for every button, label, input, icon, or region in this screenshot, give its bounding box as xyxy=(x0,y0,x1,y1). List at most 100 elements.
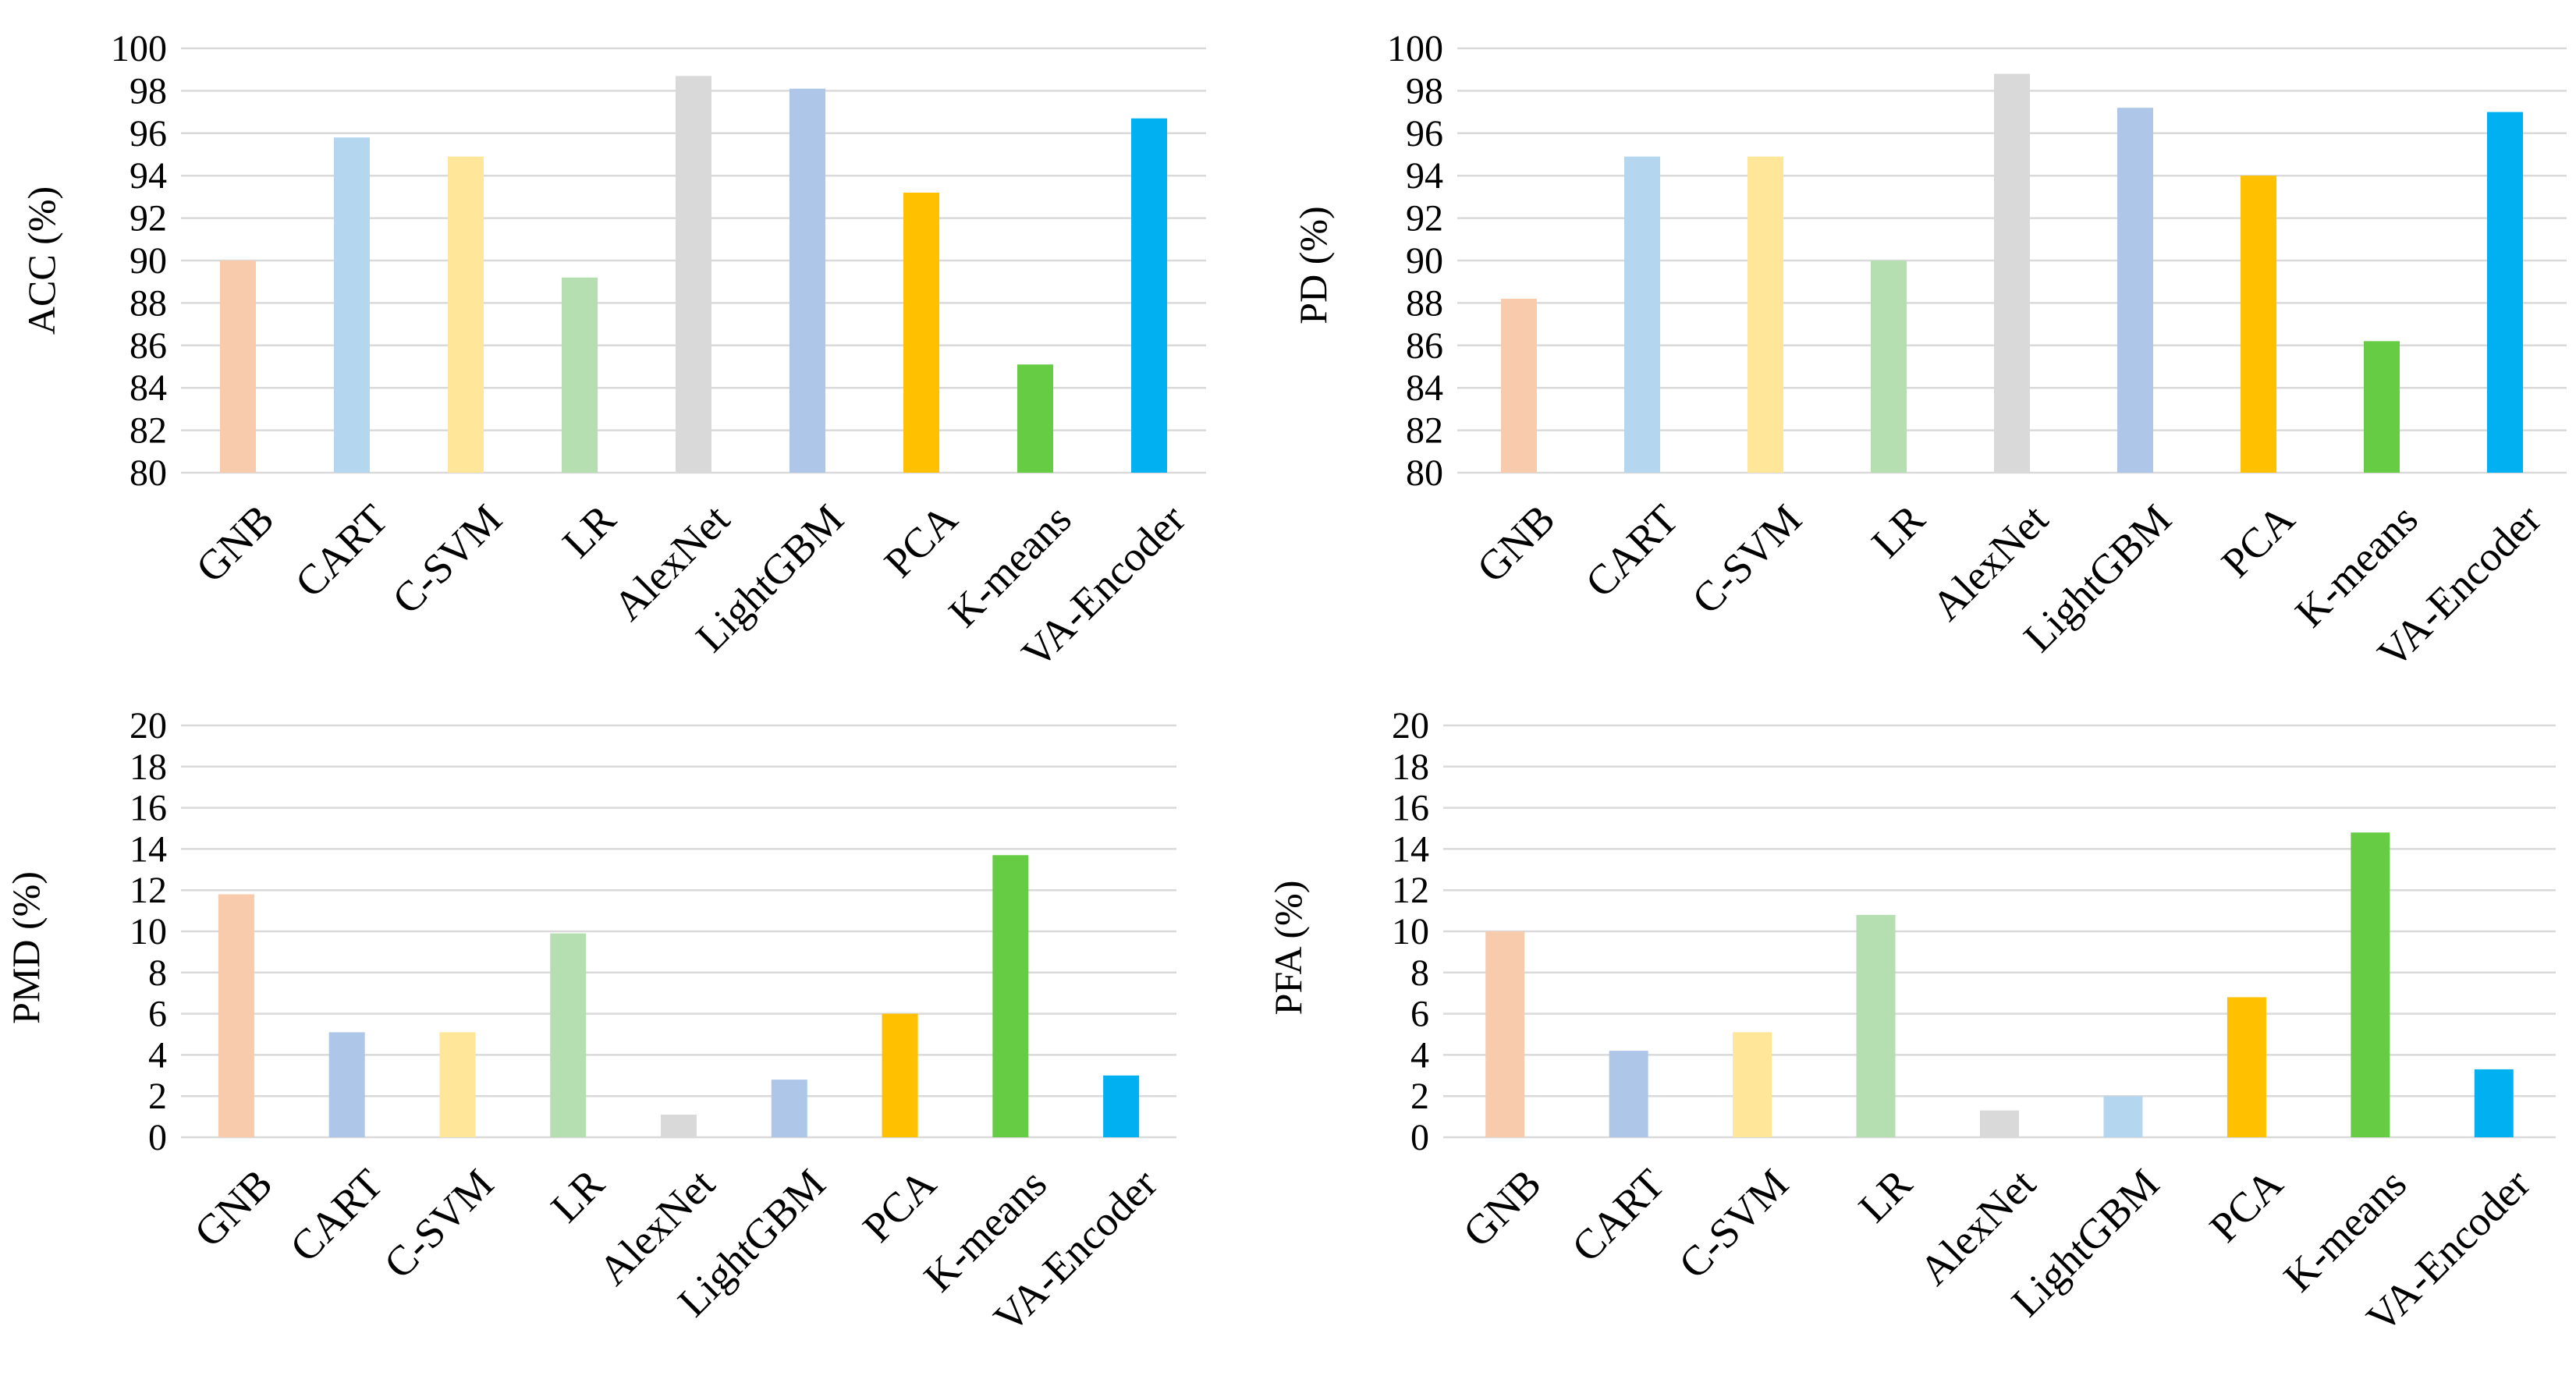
x-category-label: CART xyxy=(1563,1160,1673,1271)
bar-lightgbm xyxy=(2103,1096,2143,1137)
bar-lightgbm xyxy=(2117,108,2153,473)
y-tick-label: 16 xyxy=(1392,788,1429,829)
bar-pca xyxy=(2241,176,2276,473)
x-category-label: C-SVM xyxy=(383,495,510,622)
bar-gnb xyxy=(218,894,254,1137)
bar-c-svm xyxy=(1733,1032,1772,1137)
bar-lr xyxy=(1856,914,1896,1137)
x-category-label: GNB xyxy=(1468,495,1564,591)
bar-pca xyxy=(2227,997,2266,1137)
y-tick-label: 98 xyxy=(130,70,167,112)
y-tick-label: 82 xyxy=(130,410,167,452)
y-tick-label: 14 xyxy=(130,828,167,870)
y-tick-label: 20 xyxy=(130,705,167,746)
y-tick-label: 100 xyxy=(111,28,167,69)
y-tick-label: 12 xyxy=(130,870,167,911)
y-tick-label: 86 xyxy=(1406,325,1443,367)
y-tick-label: 18 xyxy=(130,746,167,788)
bar-lr xyxy=(550,933,587,1137)
bar-cart xyxy=(1624,156,1660,473)
y-tick-label: 94 xyxy=(130,155,167,197)
bar-lightgbm xyxy=(771,1080,807,1137)
y-tick-label: 6 xyxy=(1410,994,1429,1035)
bar-k-means xyxy=(2364,341,2400,473)
y-tick-label: 98 xyxy=(1406,70,1443,112)
bar-va-encoder xyxy=(1131,118,1167,473)
y-tick-label: 8 xyxy=(1410,952,1429,994)
x-category-label: CART xyxy=(286,495,397,606)
y-tick-label: 82 xyxy=(1406,410,1443,452)
x-category-label: GNB xyxy=(185,1160,281,1256)
y-axis-title: PMD (%) xyxy=(4,871,48,1024)
x-category-label: C-SVM xyxy=(1669,1160,1797,1287)
bar-pca xyxy=(882,1013,918,1137)
bar-c-svm xyxy=(1747,156,1783,473)
y-tick-label: 100 xyxy=(1387,28,1443,69)
bar-va-encoder xyxy=(2474,1069,2514,1137)
bar-gnb xyxy=(1501,298,1537,473)
y-tick-label: 16 xyxy=(130,788,167,829)
bar-va-encoder xyxy=(2487,112,2523,473)
x-category-label: LR xyxy=(1850,1160,1921,1231)
y-tick-label: 10 xyxy=(1392,911,1429,952)
y-tick-label: 90 xyxy=(130,240,167,282)
y-tick-label: 80 xyxy=(1406,452,1443,494)
y-tick-label: 88 xyxy=(130,282,167,324)
bar-cart xyxy=(328,1032,365,1137)
bar-lr xyxy=(1871,261,1907,473)
y-tick-label: 0 xyxy=(148,1117,167,1158)
y-tick-label: 20 xyxy=(1392,705,1429,746)
y-tick-label: 92 xyxy=(130,198,167,239)
x-category-label: CART xyxy=(1577,495,1687,606)
y-tick-label: 18 xyxy=(1392,746,1429,788)
x-category-label: GNB xyxy=(1454,1160,1550,1256)
y-tick-label: 94 xyxy=(1406,155,1443,197)
bar-alexnet xyxy=(1994,73,2030,473)
y-tick-label: 10 xyxy=(130,911,167,952)
x-category-label: LR xyxy=(542,1160,613,1231)
x-category-label: PCA xyxy=(875,495,967,587)
x-category-label: LR xyxy=(1862,495,1933,566)
bar-c-svm xyxy=(439,1032,476,1137)
x-category-label: PCA xyxy=(2212,495,2304,587)
y-tick-label: 12 xyxy=(1392,870,1429,911)
x-category-label: LR xyxy=(553,495,624,566)
bar-k-means xyxy=(992,855,1029,1137)
y-tick-label: 14 xyxy=(1392,828,1429,870)
y-tick-label: 2 xyxy=(148,1076,167,1117)
bar-lr xyxy=(562,277,598,473)
bar-k-means xyxy=(2351,832,2390,1137)
y-tick-label: 4 xyxy=(1410,1034,1429,1076)
y-tick-label: 96 xyxy=(1406,113,1443,154)
bar-alexnet xyxy=(676,76,711,473)
x-category-label: C-SVM xyxy=(1683,495,1810,622)
bar-cart xyxy=(334,137,370,473)
bar-c-svm xyxy=(448,156,484,473)
y-tick-label: 80 xyxy=(130,452,167,494)
x-category-label: C-SVM xyxy=(375,1160,502,1287)
y-tick-label: 92 xyxy=(1406,198,1443,239)
y-tick-label: 84 xyxy=(130,367,167,409)
bar-alexnet xyxy=(661,1114,697,1137)
x-category-label: PCA xyxy=(853,1160,945,1251)
x-category-label: GNB xyxy=(187,495,283,591)
y-axis-title: PD (%) xyxy=(1291,206,1335,324)
x-category-label: PCA xyxy=(2201,1160,2292,1251)
y-tick-label: 4 xyxy=(148,1034,167,1076)
y-axis-title: PFA (%) xyxy=(1266,881,1310,1016)
y-tick-label: 8 xyxy=(148,952,167,994)
y-tick-label: 86 xyxy=(130,325,167,367)
bar-pca xyxy=(903,192,939,473)
bar-alexnet xyxy=(1980,1110,2019,1137)
y-tick-label: 88 xyxy=(1406,282,1443,324)
bar-cart xyxy=(1609,1051,1648,1137)
bar-gnb xyxy=(220,261,256,473)
y-tick-label: 6 xyxy=(148,994,167,1035)
y-tick-label: 0 xyxy=(1410,1117,1429,1158)
bar-lightgbm xyxy=(789,88,825,473)
